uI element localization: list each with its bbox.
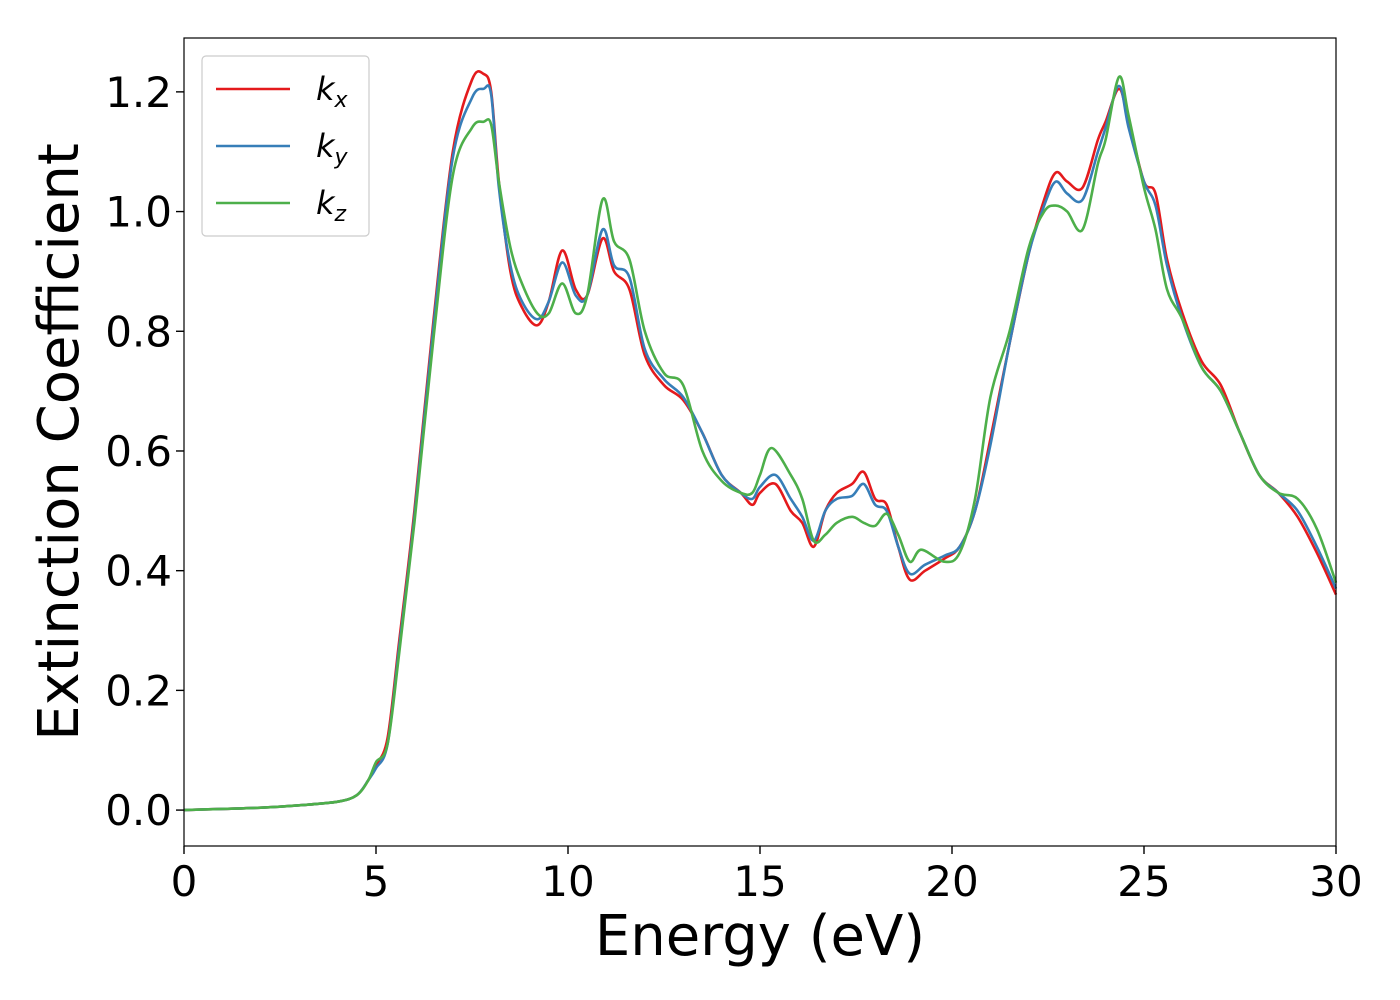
y-tick-label: 0.2 bbox=[105, 666, 172, 715]
x-tick-label: 20 bbox=[925, 857, 978, 906]
y-axis-title: Extinction Coefficient bbox=[27, 143, 92, 741]
y-tick-label: 0.4 bbox=[105, 547, 172, 596]
x-axis: 0 5 10 15 20 25 30 bbox=[171, 846, 1363, 906]
y-tick-label: 0.0 bbox=[105, 786, 172, 835]
x-axis-title: Energy (eV) bbox=[595, 904, 925, 969]
y-tick-label: 0.6 bbox=[105, 427, 172, 476]
x-tick-label: 15 bbox=[733, 857, 786, 906]
x-tick-label: 25 bbox=[1117, 857, 1170, 906]
x-tick-label: 30 bbox=[1309, 857, 1362, 906]
x-tick-label: 0 bbox=[171, 857, 198, 906]
x-tick-label: 5 bbox=[363, 857, 390, 906]
legend-label-kx: kx bbox=[316, 70, 349, 113]
x-tick-label: 10 bbox=[541, 857, 594, 906]
y-tick-label: 1.0 bbox=[105, 188, 172, 237]
y-tick-label: 1.2 bbox=[105, 68, 172, 117]
series-layer bbox=[183, 70, 1338, 812]
series-line-kz bbox=[183, 75, 1338, 812]
plot-area bbox=[184, 38, 1336, 846]
y-axis: 0.0 0.2 0.4 0.6 0.8 1.0 1.2 bbox=[105, 68, 184, 835]
legend-label-ky: ky bbox=[316, 127, 349, 170]
series-line-ky bbox=[183, 84, 1338, 812]
legend-label-kz: kz bbox=[316, 184, 347, 227]
legend: kx ky kz bbox=[201, 55, 370, 237]
y-tick-label: 0.8 bbox=[105, 307, 172, 356]
